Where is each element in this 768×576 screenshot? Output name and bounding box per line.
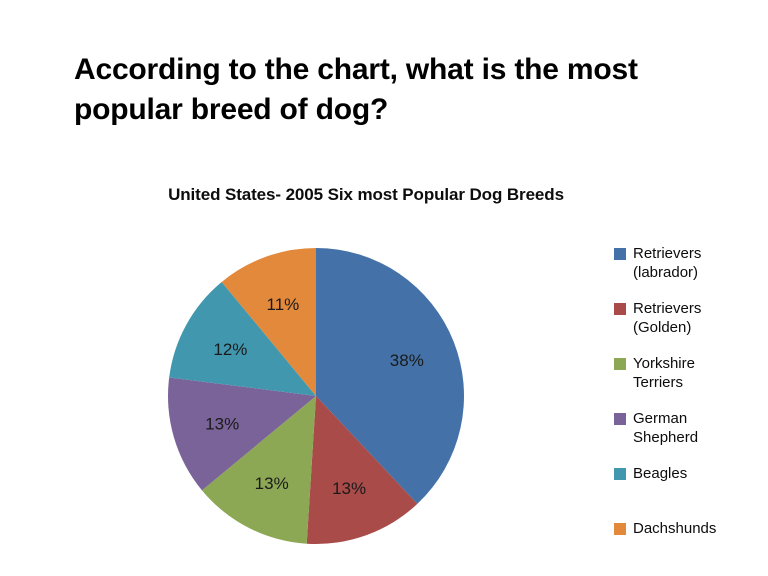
legend-item-label: Retrievers (Golden) [633, 300, 702, 337]
legend-color-swatch [614, 468, 626, 480]
pie-slice-label: 38% [390, 351, 424, 370]
pie-slice-label: 11% [267, 295, 300, 314]
legend-color-swatch [614, 413, 626, 425]
legend-item[interactable]: Beagles [614, 464, 768, 519]
pie-slice-label: 13% [332, 479, 366, 498]
pie-slice-label: 13% [205, 414, 239, 433]
pie-slice-label: 12% [213, 340, 247, 359]
pie-slice[interactable] [169, 281, 316, 396]
legend-item[interactable]: Retrievers (labrador) [614, 244, 768, 299]
pie-slice[interactable] [221, 248, 316, 396]
legend-item[interactable]: Yorkshire Terriers [614, 354, 768, 409]
legend-color-swatch [614, 523, 626, 535]
pie-slice[interactable] [201, 396, 316, 544]
page-title: According to the chart, what is the most… [74, 53, 638, 126]
chart-title: United States- 2005 Six most Popular Dog… [168, 185, 564, 204]
pie-slice[interactable] [168, 377, 316, 491]
pie-slice[interactable] [316, 248, 464, 504]
legend-item-label: German Shepherd [633, 410, 699, 447]
pie-slice[interactable] [306, 396, 418, 545]
legend-color-swatch [614, 303, 626, 315]
legend-item-label: Beagles [633, 465, 688, 482]
pie-plot-area: 38% 13% 13% 13% 12% 11% [0, 170, 768, 576]
legend-item[interactable]: German Shepherd [614, 409, 768, 464]
legend-item-label: Dachshunds [633, 520, 717, 537]
pie-svg: 38% 13% 13% 13% 12% 11% [168, 248, 464, 545]
pie-chart: United States- 2005 Six most Popular Dog… [0, 170, 768, 576]
legend-item-label: Yorkshire Terriers [633, 355, 695, 392]
legend-item[interactable]: Retrievers (Golden) [614, 299, 768, 354]
legend-item-label: Retrievers (labrador) [633, 245, 702, 282]
legend-item[interactable]: Dachshunds [614, 519, 768, 574]
legend-color-swatch [614, 358, 626, 370]
legend-color-swatch [614, 248, 626, 260]
pie-slice-label: 13% [255, 474, 289, 493]
chart-legend: Retrievers (labrador) Retrievers (Golden)… [614, 244, 768, 574]
